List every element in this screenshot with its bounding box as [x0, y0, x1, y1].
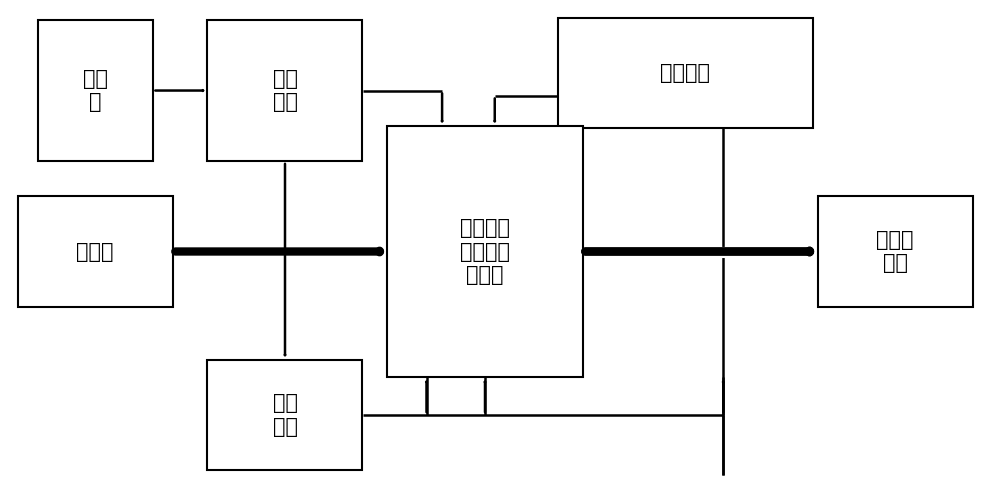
- Text: 双驱动马
赫增德尔
调制器: 双驱动马 赫增德尔 调制器: [460, 218, 510, 285]
- FancyBboxPatch shape: [387, 126, 582, 377]
- FancyBboxPatch shape: [558, 18, 813, 128]
- Text: 电衰
减器: 电衰 减器: [272, 393, 298, 437]
- Text: 信号
源: 信号 源: [82, 69, 108, 112]
- FancyBboxPatch shape: [818, 196, 972, 307]
- Text: 电功
分器: 电功 分器: [272, 69, 298, 112]
- Text: 激光器: 激光器: [76, 241, 114, 262]
- Text: 光电探
测器: 光电探 测器: [876, 230, 914, 273]
- FancyBboxPatch shape: [38, 20, 152, 161]
- FancyBboxPatch shape: [207, 20, 362, 161]
- Text: 直流电源: 直流电源: [660, 63, 710, 83]
- FancyBboxPatch shape: [18, 196, 173, 307]
- FancyBboxPatch shape: [207, 360, 362, 470]
